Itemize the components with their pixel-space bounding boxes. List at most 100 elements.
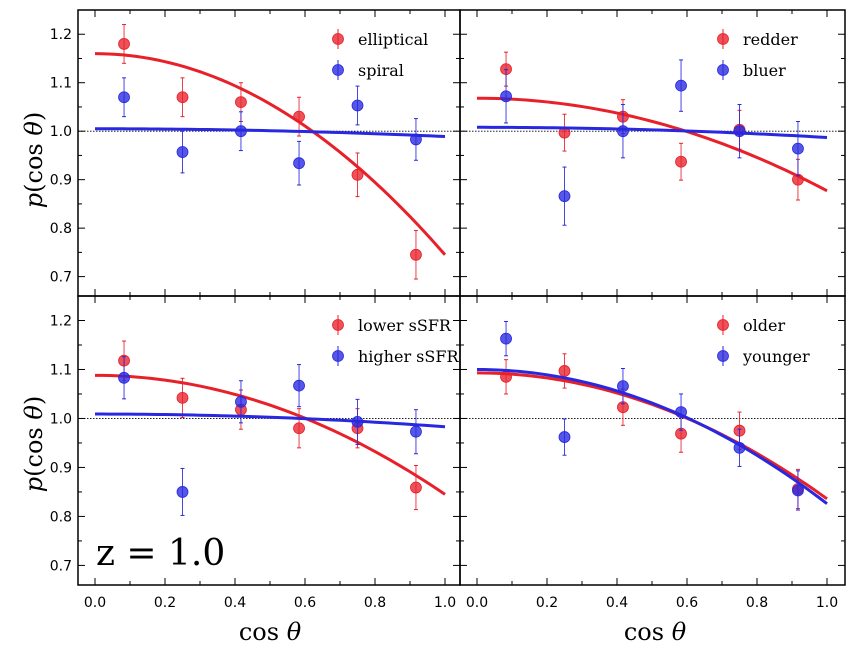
legend-label: spiral — [358, 61, 404, 80]
y-tick-label: 0.9 — [50, 460, 72, 476]
data-point — [500, 90, 512, 103]
data-point — [293, 110, 305, 123]
fit-curve — [476, 371, 828, 501]
x-tick-label: 0.2 — [536, 595, 558, 611]
series-older — [476, 353, 828, 510]
y-tick-label: 1.2 — [50, 27, 72, 43]
legend-label: older — [743, 316, 785, 335]
data-point — [293, 422, 305, 435]
data-point — [118, 38, 130, 50]
ticks — [460, 296, 845, 585]
legend-label: lower sSFR — [358, 316, 452, 335]
data-point — [351, 415, 364, 428]
x-tick-label: 0.4 — [606, 595, 628, 611]
x-tick-label: 0.4 — [224, 595, 246, 611]
y-tick-label: 0.7 — [50, 270, 72, 286]
x-axis-label-right: cos θ — [624, 618, 687, 646]
data-point — [500, 370, 512, 383]
legend: redder bluer — [717, 29, 798, 80]
data-point — [500, 332, 512, 345]
data-point — [351, 99, 364, 112]
x-tick-label: 0.6 — [676, 595, 698, 611]
fit-curve — [94, 127, 446, 139]
fit-curve — [94, 52, 447, 256]
y-tick-label: 0.8 — [50, 221, 72, 237]
ticks — [78, 296, 460, 585]
series-spiral — [94, 77, 446, 186]
x-tick-label: 0.0 — [84, 595, 106, 611]
data-point — [410, 248, 422, 261]
x-tick-label: 0.0 — [466, 595, 488, 611]
x-tick-label: 0.8 — [746, 595, 768, 611]
data-point — [176, 91, 189, 104]
panel-bottom-right: 0.0 0.2 0.4 0.6 0.8 1.0 older younger — [459, 295, 846, 611]
data-point — [675, 155, 687, 168]
data-point — [235, 125, 247, 138]
legend-label: redder — [743, 30, 798, 49]
y-tick-label: 1.1 — [50, 362, 72, 378]
x-tick-label: 0.8 — [364, 595, 386, 611]
fit-curve — [94, 373, 446, 496]
data-point — [410, 481, 422, 494]
legend: older younger — [717, 315, 810, 366]
data-point — [176, 146, 189, 158]
y-tick-label: 0.8 — [50, 509, 72, 525]
data-point — [558, 190, 571, 203]
data-point — [235, 96, 247, 109]
data-point — [733, 441, 746, 454]
data-point — [351, 168, 364, 181]
fit-curve — [476, 367, 828, 505]
legend-label: elliptical — [358, 30, 428, 49]
data-point — [675, 79, 687, 92]
data-point — [293, 379, 305, 392]
x-tick-label: 0.2 — [154, 595, 176, 611]
series-lower-sSFR — [94, 340, 446, 511]
panel-top-left: 0.7 0.8 0.9 1.0 1.1 1.2 elliptical spiral — [50, 9, 461, 297]
ticks — [78, 10, 460, 296]
y-axis-label-top: p(cos θ) — [20, 112, 48, 208]
y-tick-label: 0.7 — [50, 558, 72, 574]
data-point — [176, 391, 189, 404]
data-point — [176, 486, 189, 498]
fit-curve — [476, 96, 828, 193]
data-point — [792, 142, 804, 155]
x-tick-label: 1.0 — [434, 595, 456, 611]
data-point — [617, 380, 629, 393]
data-point — [558, 365, 571, 377]
x-tick-label: 0.6 — [294, 595, 316, 611]
data-point — [118, 91, 130, 104]
y-tick-label: 0.9 — [50, 173, 72, 189]
y-tick-label: 1.0 — [50, 124, 72, 140]
x-axis-label-left: cos θ — [239, 618, 302, 646]
data-point — [675, 406, 687, 418]
y-tick-label: 1.2 — [50, 313, 72, 329]
data-point — [293, 157, 305, 170]
y-axis-label-bottom: p(cos θ) — [20, 396, 48, 492]
data-point — [118, 371, 130, 384]
legend-label: bluer — [743, 61, 786, 80]
ticks — [460, 10, 845, 296]
panel-top-right: redder bluer — [459, 9, 846, 297]
panels-group: 0.7 0.8 0.9 1.0 1.1 1.2 elliptical spiral redder… — [50, 9, 846, 611]
series-higher-sSFR — [95, 356, 446, 516]
fit-curve — [95, 412, 446, 429]
series-younger — [476, 320, 828, 511]
y-tick-label: 1.1 — [50, 76, 72, 92]
series-bluer — [477, 59, 828, 226]
panel-frame — [459, 295, 846, 586]
legend: elliptical spiral — [332, 29, 428, 80]
x-tick-label: 1.0 — [816, 595, 838, 611]
redshift-annotation: z = 1.0 — [96, 533, 225, 574]
data-point — [410, 133, 422, 146]
data-point — [733, 125, 746, 138]
legend-label: higher sSFR — [358, 347, 459, 366]
fit-curve — [477, 125, 828, 139]
series-elliptical — [94, 24, 447, 280]
data-point — [792, 484, 804, 497]
panel-frame — [459, 9, 846, 297]
data-point — [617, 125, 629, 138]
data-point — [235, 395, 247, 408]
data-point — [558, 431, 571, 443]
legend: lower sSFR higher sSFR — [332, 315, 459, 366]
data-point — [410, 425, 422, 438]
